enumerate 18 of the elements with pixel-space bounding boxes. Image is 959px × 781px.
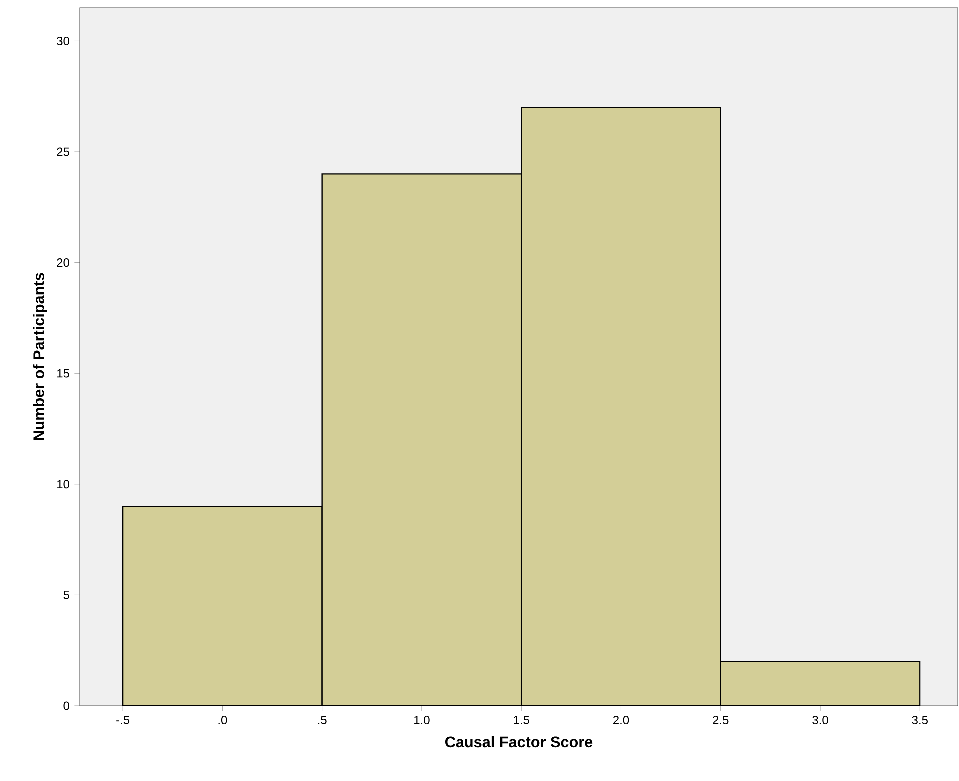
- x-tick-label: .0: [218, 716, 228, 725]
- x-tick-label: 3.0: [812, 716, 828, 725]
- x-tick-label: 2.0: [614, 716, 630, 725]
- x-tick-label: 2.5: [713, 716, 729, 725]
- x-axis-title: Causal Factor Score: [445, 736, 593, 748]
- x-tick-label: 3.5: [912, 716, 928, 725]
- y-tick-label: 25: [57, 148, 70, 156]
- y-tick-label: 30: [57, 36, 70, 46]
- y-tick-label: 20: [57, 258, 70, 268]
- x-tick-label: .5: [318, 716, 327, 724]
- x-tick-label: 1.5: [514, 716, 530, 724]
- x-tick-label: -.5: [116, 716, 130, 724]
- y-tick-label: 15: [58, 369, 70, 378]
- y-tick-label: 10: [58, 480, 70, 489]
- y-axis-title: Number of Participants: [33, 273, 48, 440]
- x-tick-label: 1.0: [414, 716, 430, 725]
- y-tick-label: 5: [64, 591, 70, 600]
- y-tick-label: 0: [64, 702, 70, 710]
